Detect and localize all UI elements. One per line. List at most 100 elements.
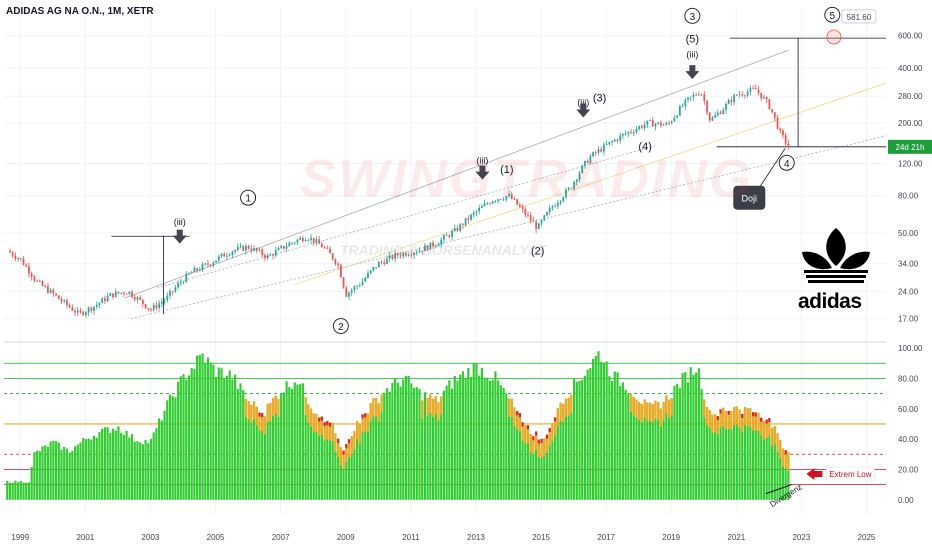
- oscillator-bar-orange: [703, 399, 706, 418]
- price-y-tick-label: 24.00: [898, 287, 919, 296]
- oscillator-bar-orange: [665, 395, 668, 414]
- oscillator-bar: [613, 371, 616, 500]
- price-candle: [708, 112, 711, 121]
- oscillator-bar: [179, 376, 182, 500]
- watermark-subtitle: TRADING & BÖRSENANALYST: [340, 242, 547, 258]
- oscillator-bar-orange: [437, 402, 440, 421]
- oscillator-bar-orange: [337, 438, 340, 458]
- oscillator-bar: [68, 452, 71, 500]
- price-candle: [684, 99, 687, 107]
- oscillator-bar-orange: [781, 448, 785, 467]
- price-candle: [537, 223, 540, 229]
- oscillator-bar: [516, 411, 519, 500]
- price-candle: [744, 95, 746, 97]
- chart-title: ADIDAS AG NA O.N., 1M, XETR: [6, 6, 154, 17]
- oscillator-bar: [686, 382, 690, 500]
- x-tick-label: 2019: [662, 533, 680, 542]
- wave-label-circle: [332, 318, 349, 334]
- oscillator-bar-orange: [654, 400, 657, 419]
- oscillator-bar: [139, 442, 142, 500]
- price-candle: [771, 109, 773, 113]
- oscillator-bar: [215, 377, 218, 500]
- oscillator-bar: [784, 450, 787, 500]
- price-candle: [272, 254, 274, 256]
- price-candle: [689, 96, 692, 98]
- oscillator-bar-orange: [274, 395, 277, 415]
- price-y-tick-label: 17.00: [898, 315, 919, 324]
- price-candle: [350, 290, 353, 293]
- price-candle: [353, 286, 356, 291]
- price-candle: [584, 160, 586, 166]
- price-candle: [339, 265, 342, 278]
- price-candle: [489, 203, 491, 205]
- wave-label: (4): [638, 141, 651, 153]
- oscillator-bar-orange: [507, 398, 511, 417]
- price-candle: [554, 206, 556, 207]
- oscillator-bar: [483, 377, 486, 500]
- extreme-low-arrow-icon: [806, 468, 823, 481]
- price-candle: [315, 239, 318, 243]
- oscillator-bar: [703, 399, 706, 500]
- osc-y-tick-label: 100.00: [898, 344, 923, 353]
- wave-label: (2): [531, 246, 544, 258]
- oscillator-bar: [407, 375, 410, 500]
- oscillator-bar-orange: [714, 414, 717, 433]
- oscillator-bar: [727, 410, 730, 500]
- price-candle: [117, 291, 120, 294]
- x-tick-label: 2013: [467, 533, 485, 542]
- oscillator-bar: [608, 376, 611, 500]
- price-candle: [578, 172, 581, 180]
- oscillator-bar: [196, 355, 199, 500]
- oscillator-bar: [155, 428, 158, 500]
- oscillator-bar: [776, 433, 779, 500]
- oscillator-bar: [201, 353, 204, 500]
- oscillator-bar-orange: [369, 403, 372, 422]
- oscillator-bar-orange: [648, 402, 652, 421]
- price-candle: [280, 246, 283, 248]
- price-candle: [630, 131, 632, 133]
- price-candle: [432, 242, 434, 247]
- price-candle: [196, 268, 198, 271]
- oscillator-bar: [570, 394, 573, 500]
- oscillator-bar: [160, 420, 163, 500]
- trend-channel-line: [130, 135, 887, 320]
- down-arrow-icon: [172, 229, 187, 244]
- oscillator-bar: [223, 378, 226, 500]
- oscillator-bar-orange: [640, 404, 643, 423]
- oscillator-bar: [190, 368, 193, 500]
- price-candle: [85, 312, 87, 315]
- oscillator-bar: [689, 367, 692, 500]
- oscillator-bar-red: [521, 422, 524, 427]
- osc-y-tick-label: 60.00: [898, 405, 919, 414]
- oscillator-bar: [375, 398, 378, 500]
- oscillator-bar-orange: [708, 410, 711, 429]
- oscillator-bar: [779, 439, 782, 500]
- price-candle: [323, 247, 326, 249]
- oscillator-bar: [33, 452, 36, 500]
- price-candle: [101, 298, 104, 303]
- price-candle: [657, 122, 660, 124]
- oscillator-bar-red: [347, 439, 351, 444]
- oscillator-bar: [212, 364, 215, 500]
- price-candle: [581, 165, 584, 173]
- oscillator-bar-red: [323, 422, 326, 427]
- oscillator-bar-orange: [269, 402, 272, 422]
- price-candle: [551, 206, 554, 208]
- oscillator-bar-orange: [551, 423, 554, 442]
- oscillator-bar: [627, 393, 630, 500]
- price-candle: [388, 255, 391, 259]
- price-candle: [55, 293, 57, 296]
- oscillator-bar: [84, 439, 87, 500]
- oscillator-bar: [396, 382, 399, 500]
- oscillator-bar: [331, 422, 334, 500]
- price-candle: [763, 97, 765, 99]
- price-candle: [63, 300, 66, 302]
- adidas-wordmark: adidas: [798, 290, 862, 313]
- oscillator-bar-red: [342, 450, 345, 455]
- oscillator-bar-orange: [258, 412, 261, 431]
- oscillator-bar: [469, 377, 473, 500]
- oscillator-bar: [564, 398, 568, 500]
- oscillator-bar: [385, 388, 389, 500]
- price-candle: [505, 196, 508, 200]
- oscillator-bar: [526, 425, 530, 500]
